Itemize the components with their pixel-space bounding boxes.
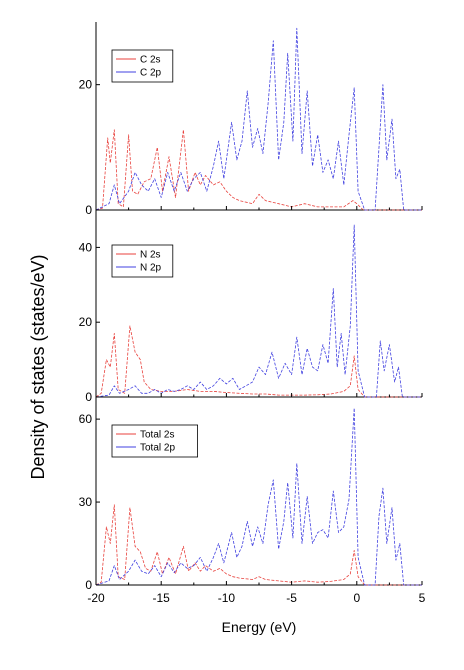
y-tick-label: 40 xyxy=(79,240,93,254)
legend-label: C 2s xyxy=(140,55,161,66)
y-tick-label: 0 xyxy=(85,203,92,217)
y-axis-title: Density of states (states/eV) xyxy=(28,254,48,479)
series-line-p xyxy=(95,407,422,586)
legend-label: N 2s xyxy=(140,250,161,261)
series-line-p xyxy=(95,27,422,211)
series-line-s xyxy=(95,129,422,211)
y-tick-label: 60 xyxy=(79,412,93,426)
panels-layer: 0 20 C 2s C 2p 0 20 40 N 2s N 2p 0 30 60 Total 2s Tot… xyxy=(79,22,426,605)
legend-box xyxy=(111,49,174,83)
x-tick-label: -5 xyxy=(286,591,297,605)
x-tick-label: 0 xyxy=(353,591,360,605)
series-line-s xyxy=(95,504,422,586)
y-tick-label: 30 xyxy=(79,495,93,509)
legend-box xyxy=(111,424,198,458)
y-tick-label: 0 xyxy=(85,578,92,592)
y-tick-label: 20 xyxy=(79,78,93,92)
y-tick-label: 0 xyxy=(85,390,92,404)
legend-box xyxy=(111,244,174,278)
x-tick-label: 5 xyxy=(419,591,426,605)
panel-1: 0 20 C 2s C 2p xyxy=(79,22,423,217)
y-tick-label: 20 xyxy=(79,315,93,329)
series-line-s xyxy=(95,325,422,398)
legend-label: C 2p xyxy=(140,68,162,79)
x-tick-label: -20 xyxy=(87,591,105,605)
x-tick-label: -15 xyxy=(153,591,171,605)
x-tick-label: -10 xyxy=(218,591,236,605)
legend-label: Total 2p xyxy=(140,443,175,454)
x-axis-title: Energy (eV) xyxy=(222,619,297,635)
legend-label: Total 2s xyxy=(140,430,174,441)
legend-label: N 2p xyxy=(140,263,162,274)
panel-2: 0 20 40 N 2s N 2p xyxy=(79,210,423,404)
series-line-p xyxy=(95,224,422,398)
panel-3: 0 30 60 Total 2s Total 2p xyxy=(79,397,423,592)
